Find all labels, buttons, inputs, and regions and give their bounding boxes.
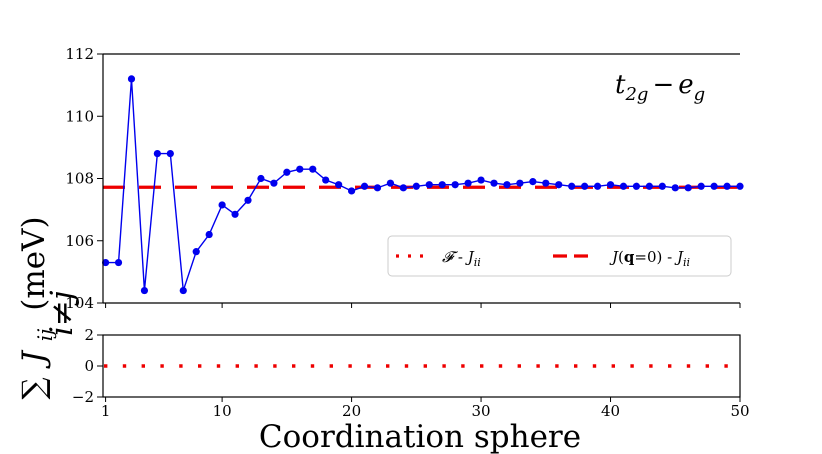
series-sum-jij-point-33 [516,179,524,187]
bottom-ytick-label-0: 0 [84,357,94,375]
series-sum-jij-point-19 [335,181,343,189]
series-sum-jij-point-22 [373,184,382,192]
series-sum-jij-point-14 [270,179,278,187]
series-sum-jij-point-34 [529,178,537,186]
legend-label-jq0-jii-part-1: ( [618,248,624,266]
series-sum-jij-point-49 [723,182,731,190]
ann-sub1: 2g [624,84,648,105]
series-sum-jij-point-18 [322,176,330,184]
series-sum-jij-point-10 [218,201,226,209]
legend-label-jq0-jii-part-5: ii [683,256,690,269]
series-sum-jij-point-25 [412,182,420,190]
legend-label-jq0-jii-part-0: J [609,248,619,266]
series-sum-jij-point-1 [101,258,110,267]
legend-label-jq0-jii-part-2: q [624,248,635,266]
series-sum-jij-point-3 [127,75,136,83]
series-sum-jij-point-24 [399,184,407,192]
series-sum-jij-point-44 [658,182,666,190]
xtick-label-30: 30 [472,402,491,420]
legend-label-jq0-jii-part-3: =0) - [634,248,677,266]
xtick-label-20: 20 [342,402,361,420]
series-sum-jij-point-8 [192,248,200,256]
series-sum-jij-point-36 [555,181,563,189]
ann-base2: e [678,70,693,100]
legend-label-f-jii: 𝓕 - Jii [442,248,481,269]
series-sum-jij-point-39 [593,182,602,190]
x-axis-title: Coordination sphere [259,419,581,454]
legend-label-jq0-jii-part-4: J [674,248,684,266]
top-ytick-label-110: 110 [65,107,94,125]
top-ytick-label-108: 108 [65,170,94,188]
series-sum-jij-point-5 [153,150,161,158]
series-sum-jij-point-27 [438,181,446,189]
annotation-t2g-eg: t2g − eg [615,70,705,105]
y-sum-subscript: i≠j [44,290,80,336]
xtick-label-10: 10 [213,402,232,420]
series-sum-jij-point-17 [309,165,317,173]
series-sum-jij-point-7 [179,286,187,295]
y-unit: (meV) [16,216,52,310]
legend-label-f-jii-part-2: J [465,248,475,266]
ann-base1: t [615,70,626,100]
series-sum-jij-point-13 [257,174,265,183]
legend-label-jq0-jii: J(q=0) - Jii [609,248,690,269]
series-sum-jij-point-46 [684,184,692,192]
xtick-label-50: 50 [730,402,749,420]
series-sum-jij-point-42 [632,182,641,190]
series-sum-jij-point-23 [386,179,395,187]
series-sum-jij-point-40 [606,181,615,189]
series-sum-jij-point-38 [581,182,589,190]
series-sum-jij-point-29 [464,179,472,187]
series-sum-jij-point-50 [736,182,744,190]
series-sum-jij-point-20 [347,187,356,195]
series-sum-jij-point-35 [542,179,550,187]
series-sum-jij-point-4 [140,286,149,295]
series-sum-jij-point-43 [645,182,653,190]
bottom-ytick-label--2: −2 [72,388,94,406]
series-sum-jij-point-47 [697,182,705,190]
series-sum-jij-point-6 [166,150,174,158]
series-sum-jij-point-26 [425,181,433,189]
series-sum-jij-point-2 [114,258,123,267]
series-sum-jij-point-9 [205,230,213,239]
bottom-panel: −2 0 2 1 10 20 30 40 50 [72,326,750,420]
series-sum-jij-point-41 [619,182,628,190]
y-sum-symbol: ∑ [16,377,52,399]
legend-label-f-jii-part-3: ii [474,256,481,269]
series-sum-jij-point-37 [568,182,576,190]
xtick-label-40: 40 [601,402,620,420]
xtick-label-1: 1 [101,402,111,420]
bottom-axes-frame [102,334,741,398]
ann-minus: − [652,70,674,100]
series-sum-jij-point-32 [503,181,511,189]
series-sum-jij-point-12 [244,196,252,204]
legend: 𝓕 - Jii J(q=0) - Jii [387,235,732,277]
legend-label-f-jii-part-1: - [453,248,468,266]
y-main-subscript: ij [33,329,57,342]
series-sum-jij-point-11 [231,210,239,218]
series-sum-jij-point-48 [710,182,718,190]
series-sum-jij-point-16 [296,165,304,173]
bottom-ytick-label-2: 2 [84,326,94,344]
series-sum-jij-point-21 [360,182,369,190]
series-sum-jij-point-31 [490,179,498,187]
series-sum-jij-point-28 [451,181,459,189]
series-sum-jij-point-45 [671,184,679,192]
y-main-symbol: J [16,350,52,370]
ann-sub2: g [694,84,706,105]
top-ytick-label-106: 106 [65,232,94,250]
top-ytick-label-112: 112 [65,45,94,63]
series-sum-jij-point-15 [283,168,291,176]
series-sum-jij-point-30 [477,176,485,184]
top-ytick-label-104: 104 [65,294,94,312]
